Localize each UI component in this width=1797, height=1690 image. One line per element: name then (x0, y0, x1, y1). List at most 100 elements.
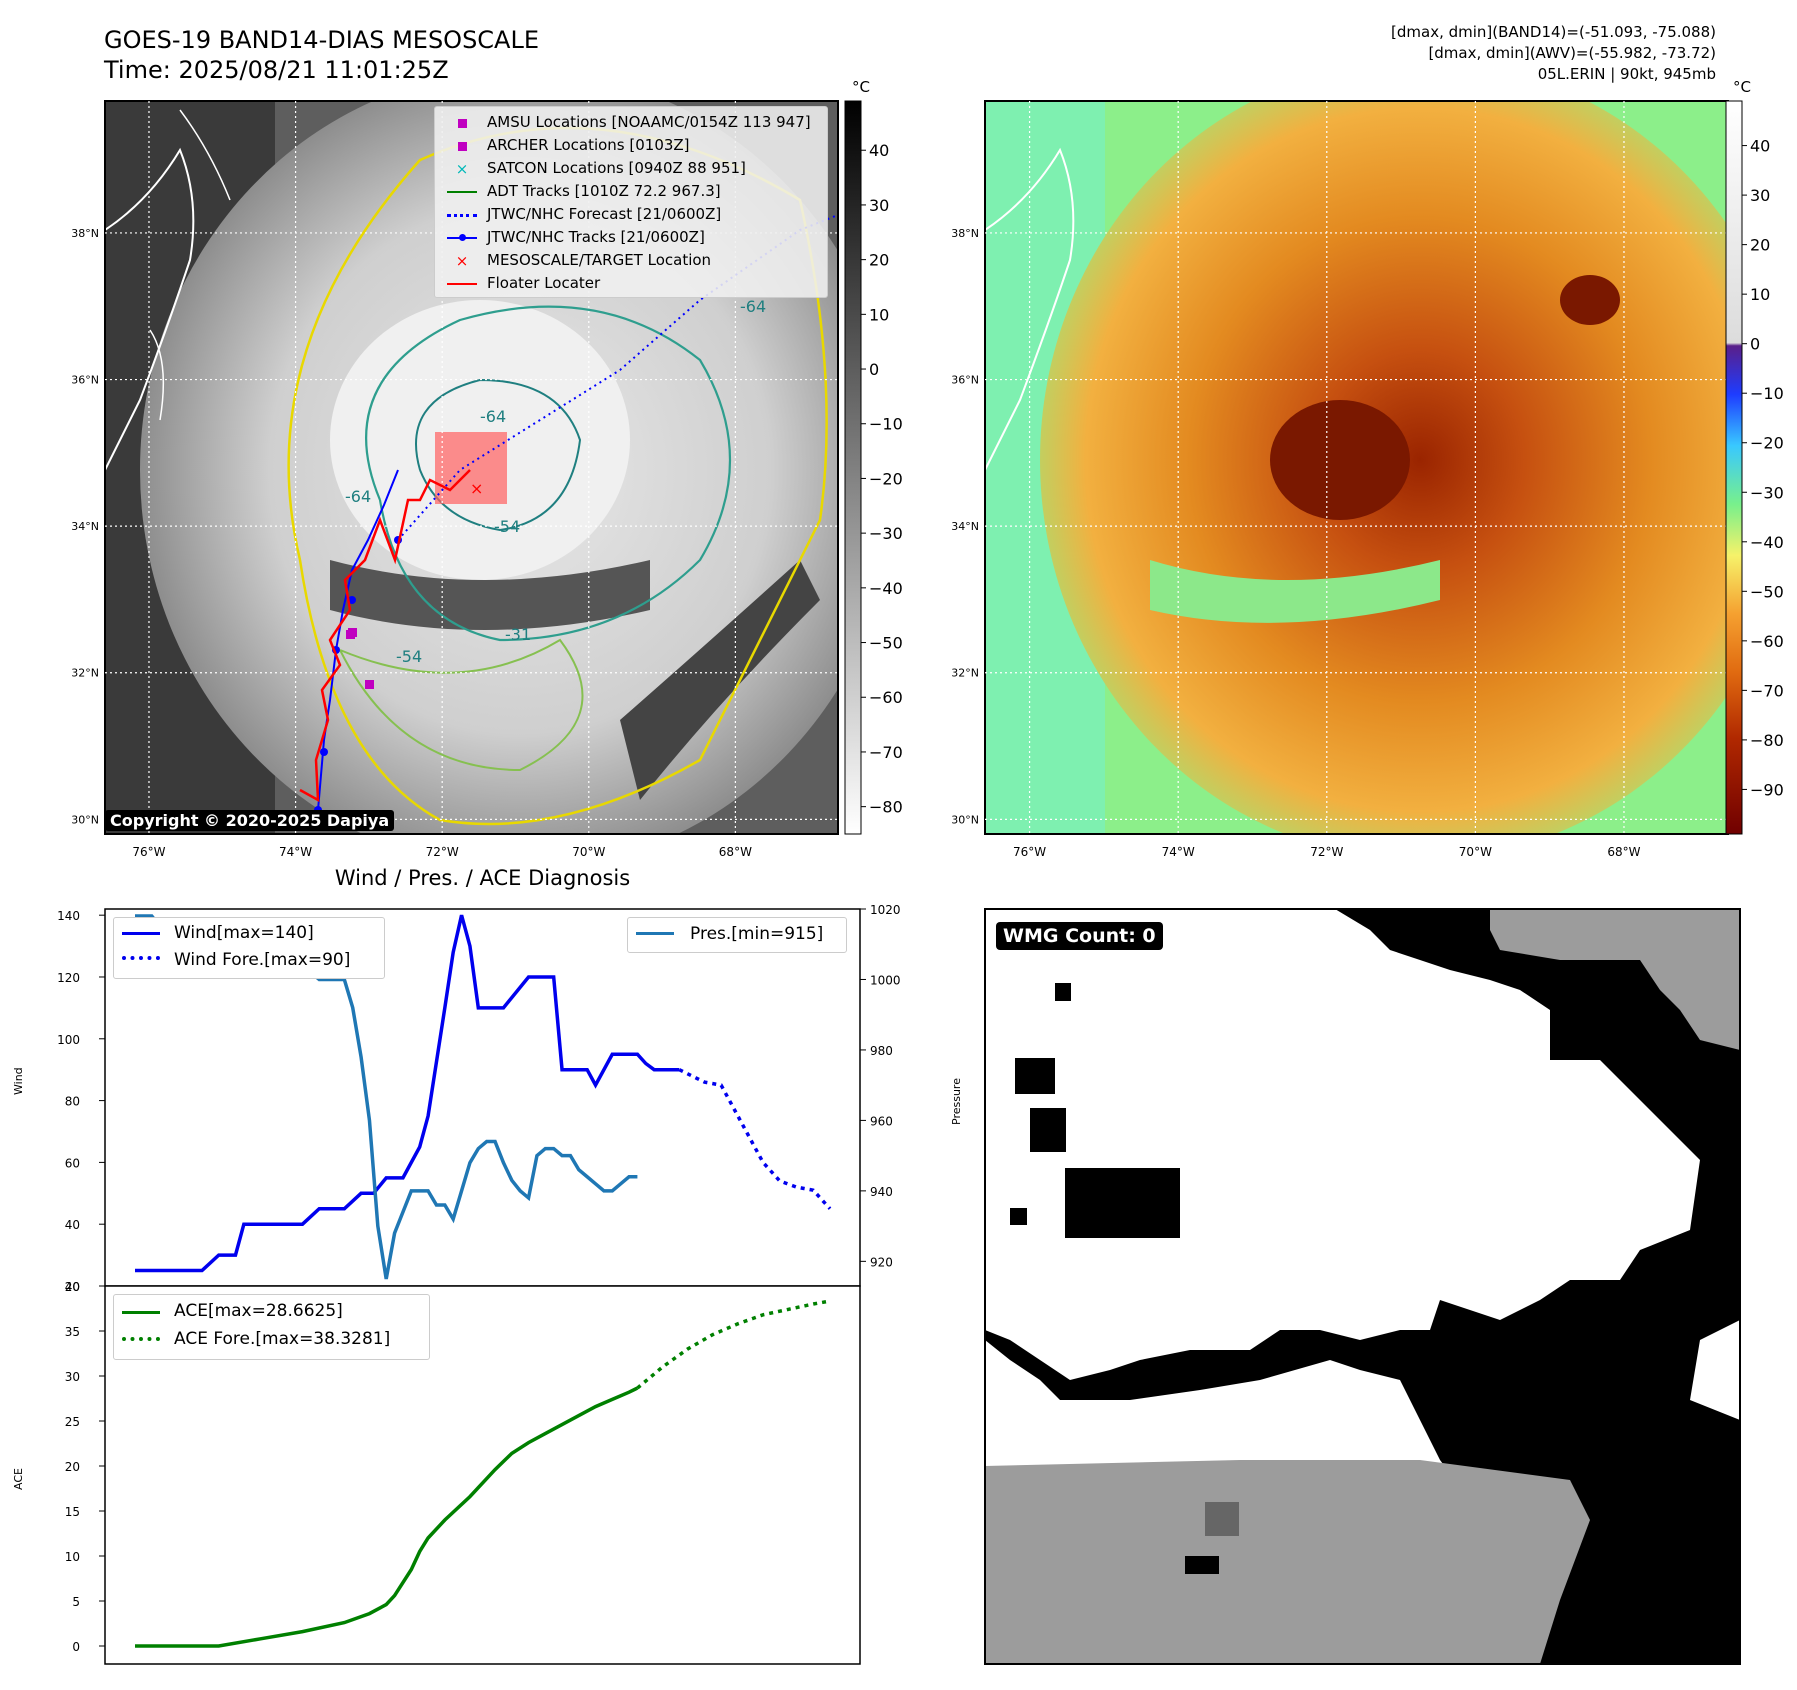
jtwc-track-point (320, 748, 328, 756)
col-lon-label: 76°W (1013, 845, 1046, 859)
legend-marker-icon (443, 275, 481, 293)
ir-cbar-tick-label: −80 (869, 798, 903, 817)
ir-lat-label: 34°N (71, 520, 99, 533)
contour-label: -64 (345, 487, 371, 506)
col-lat-label: 38°N (951, 227, 979, 240)
col-lon-label: 74°W (1162, 845, 1195, 859)
wind-legend-swatch (122, 932, 160, 935)
wind-ytick-label: 20 (65, 1280, 80, 1294)
ir-gridlines: 76°W 74°W 72°W 70°W 68°W 38°N 36°N 34°N 32°N 30°N (71, 101, 838, 859)
pressure-ylabel: Pressure (950, 1078, 963, 1125)
legend-marker-icon (443, 206, 481, 224)
wind-ylabel: Wind (12, 1067, 25, 1095)
ace-ytick-label: 10 (65, 1550, 80, 1564)
legend-item-label: AMSU Locations [NOAAMC/0154Z 113 947] (487, 113, 811, 131)
col-cbar-tick-label: −30 (1750, 483, 1784, 502)
legend-item: × MESOSCALE/TARGET Location (443, 251, 711, 270)
contour-label: -64 (740, 297, 766, 316)
ir-cbar-tick-label: −40 (869, 579, 903, 598)
ir-cbar-tick-label: −50 (869, 634, 903, 653)
ace-ytick-label: 15 (65, 1505, 80, 1519)
pressure-ytick-label: 920 (870, 1255, 893, 1269)
series-line-wind-forecast (678, 1068, 832, 1210)
ace-ytick-label: 20 (65, 1460, 80, 1474)
series-line-ace-forecast (636, 1299, 831, 1390)
wind-ytick-label: 100 (57, 1033, 80, 1047)
pressure-legend: Pres.[min=915] (627, 917, 847, 953)
legend-item-label: SATCON Locations [0940Z 88 951] (487, 159, 746, 177)
legend-item: JTWC/NHC Forecast [21/0600Z] (443, 205, 721, 224)
ace-ytick-label: 25 (65, 1415, 80, 1429)
dmax-awv-info: [dmax, dmin](AWV)=(-55.982, -73.72) (1428, 44, 1716, 62)
map-legend: AMSU Locations [NOAAMC/0154Z 113 947] ARC… (434, 106, 828, 298)
wmg-frame (984, 908, 1741, 1665)
ace-series-group (135, 1299, 831, 1648)
floater-locater-line (299, 469, 471, 803)
ir-lon-label: 68°W (719, 845, 752, 859)
wmg-image (985, 909, 1740, 1664)
legend-marker-icon (443, 229, 481, 247)
wmg-count-badge: WMG Count: 0 (996, 922, 1163, 950)
ir-colorbar-unit: °C (852, 78, 870, 96)
storm-info: 05L.ERIN | 90kt, 945mb (1537, 65, 1716, 83)
ace-fore-legend-swatch (122, 1337, 160, 1341)
col-cbar-tick-label: 40 (1750, 137, 1770, 156)
col-cbar-tick-label: −40 (1750, 533, 1784, 552)
contour-label: -54 (494, 517, 520, 536)
ace-legend-label: ACE[max=28.6625] (174, 1301, 343, 1321)
col-cbar-tick-label: −70 (1750, 681, 1784, 700)
amsu-marker (348, 628, 357, 637)
col-lon-label: 72°W (1310, 845, 1343, 859)
ace-ytick-label: 30 (65, 1370, 80, 1384)
amsu-marker (365, 680, 374, 689)
ir-lon-label: 74°W (279, 845, 312, 859)
legend-item-label: MESOSCALE/TARGET Location (487, 251, 712, 269)
contour-label: -31 (505, 625, 531, 644)
ir-cbar-tick-label: 20 (869, 251, 889, 270)
col-cbar-tick-label: −50 (1750, 582, 1784, 601)
ir-cbar-tick-label: −20 (869, 469, 903, 488)
target-location-marker: × (470, 479, 483, 498)
col-cbar-tick-label: −20 (1750, 434, 1784, 453)
col-cbar-tick-label: −10 (1750, 384, 1784, 403)
legend-item: × SATCON Locations [0940Z 88 951] (443, 159, 746, 178)
col-lon-label: 70°W (1459, 845, 1492, 859)
ir-cbar-tick-label: 40 (869, 141, 889, 160)
pressure-ytick-label: 1000 (870, 973, 901, 987)
legend-marker-icon: × (455, 251, 469, 270)
legend-item: ADT Tracks [1010Z 72.2 967.3] (443, 182, 721, 201)
wind-legend-label: Wind[max=140] (174, 923, 314, 943)
chart-title: GOES-19 BAND14-DIAS MESOSCALE (104, 26, 540, 54)
contour-label: -64 (480, 407, 506, 426)
pressure-ytick-label: 1020 (870, 903, 901, 917)
wind-ytick-label: 80 (65, 1095, 80, 1109)
ir-lon-label: 70°W (572, 845, 605, 859)
dmax-band14-info: [dmax, dmin](BAND14)=(-51.093, -75.088) (1391, 23, 1716, 41)
copyright-label: Copyright © 2020-2025 Dapiya (105, 810, 395, 831)
legend-item-label: JTWC/NHC Tracks [21/0600Z] (487, 228, 705, 246)
ir-lon-label: 76°W (132, 845, 165, 859)
wind-ytick-label: 40 (65, 1218, 80, 1232)
col-cbar-tick-label: 30 (1750, 186, 1770, 205)
wind-ytick-label: 60 (65, 1156, 80, 1170)
ace-legend-swatch (122, 1311, 160, 1314)
ir-colorbar-ticks: 40 30 20 10 0 −10 −20 −30 −40 −50 −60 −70 −80 (861, 141, 903, 817)
ir-cbar-tick-label: −10 (869, 415, 903, 434)
ace-ytick-label: 35 (65, 1325, 80, 1339)
ace-ytick-label: 5 (72, 1595, 80, 1609)
legend-item-label: ARCHER Locations [0103Z] (487, 136, 690, 154)
pressure-ytick-label: 960 (870, 1114, 893, 1128)
col-lat-label: 36°N (951, 374, 979, 387)
col-cbar-tick-label: 0 (1750, 335, 1760, 354)
ace-legend: ACE[max=28.6625] ACE Fore.[max=38.3281] (113, 1294, 430, 1360)
col-cbar-tick-label: 10 (1750, 285, 1770, 304)
ace-fore-legend-label: ACE Fore.[max=38.3281] (174, 1329, 391, 1349)
ir-colorbar (844, 100, 862, 835)
legend-item-label: JTWC/NHC Forecast [21/0600Z] (487, 205, 722, 223)
ace-ylabel: ACE (12, 1468, 25, 1490)
wind-ytick-label: 120 (57, 971, 80, 985)
wind-legend: Wind[max=140] Wind Fore.[max=90] (113, 917, 385, 979)
chart-time: Time: 2025/08/21 11:01:25Z (104, 56, 449, 84)
